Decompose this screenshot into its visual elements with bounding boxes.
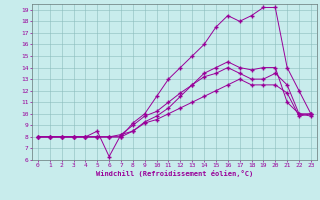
X-axis label: Windchill (Refroidissement éolien,°C): Windchill (Refroidissement éolien,°C) [96,170,253,177]
